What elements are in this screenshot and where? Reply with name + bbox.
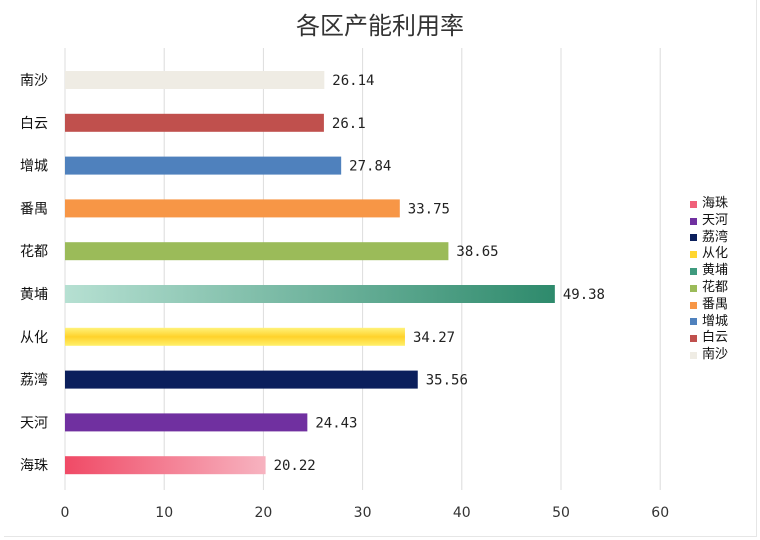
bar-白云	[65, 113, 324, 132]
data-label: 26.14	[332, 73, 374, 89]
legend-item: 黄埔	[690, 263, 728, 280]
category-label: 天河	[20, 415, 48, 431]
legend-item: 海珠	[690, 196, 728, 213]
data-label: 33.75	[408, 201, 450, 217]
category-label: 从化	[20, 330, 48, 346]
legend-item: 番禺	[690, 297, 728, 314]
value-labels: 26.14 26.1 27.84 33.75 38.65 49.38 34.27 35.56 2…	[274, 73, 605, 474]
legend-swatch	[690, 284, 697, 292]
x-tick-label: 60	[651, 505, 669, 521]
category-label: 黄埔	[20, 286, 48, 303]
category-label: 荔湾	[20, 372, 48, 389]
legend-label: 从化	[702, 246, 729, 262]
legend-swatch	[690, 217, 697, 225]
legend-item: 南沙	[690, 347, 728, 364]
data-label: 24.43	[315, 415, 357, 431]
data-label: 26.1	[332, 116, 366, 132]
category-label: 南沙	[20, 73, 48, 89]
legend-swatch	[690, 234, 697, 242]
legend-item: 增城	[690, 314, 728, 331]
legend-label: 南沙	[702, 347, 729, 363]
x-tick-label: 30	[354, 505, 372, 521]
data-label: 35.56	[426, 373, 468, 389]
legend-item: 花都	[690, 280, 728, 297]
legend-label: 白云	[702, 330, 729, 346]
legend-swatch	[690, 335, 697, 343]
data-label: 49.38	[563, 287, 605, 303]
legend-label: 海珠	[702, 196, 729, 211]
legend-swatch	[690, 318, 697, 326]
bar-从化	[65, 327, 405, 346]
chart-title: 各区产能利用率	[296, 12, 464, 40]
legend-swatch	[690, 301, 697, 309]
bar-花都	[65, 242, 449, 261]
legend-label: 番禺	[702, 296, 729, 312]
x-tick-label: 20	[254, 505, 272, 521]
legend-label: 黄埔	[702, 263, 729, 279]
category-label: 增城	[20, 159, 48, 175]
x-tick-label: 10	[155, 505, 173, 521]
legend-item: 天河	[690, 213, 728, 230]
category-label: 番禺	[20, 201, 48, 217]
legend-label: 荔湾	[702, 229, 729, 245]
bar-增城	[65, 156, 342, 175]
legend-item: 荔湾	[690, 230, 728, 247]
data-label: 34.27	[413, 330, 455, 346]
x-tick-label: 40	[453, 505, 471, 521]
bar-黄埔	[65, 285, 555, 303]
chart-frame	[4, 0, 757, 537]
legend-label: 增城	[702, 313, 729, 329]
bar-海珠	[65, 456, 266, 475]
bar-天河	[65, 413, 308, 432]
legend-item: 从化	[690, 246, 728, 263]
legend-item: 白云	[690, 330, 728, 347]
bar-番禺	[65, 199, 400, 218]
x-axis-ticks: 0 10 20 30 40 50 60	[61, 505, 670, 521]
category-label: 海珠	[20, 458, 48, 474]
bar-荔湾	[65, 370, 418, 389]
legend-swatch	[690, 352, 697, 360]
category-label: 花都	[20, 244, 48, 260]
data-label: 38.65	[456, 244, 498, 260]
data-label: 20.22	[274, 458, 316, 474]
data-label: 27.84	[349, 159, 391, 175]
legend-label: 花都	[702, 279, 729, 295]
legend-label: 天河	[702, 212, 729, 228]
category-label: 白云	[20, 116, 48, 132]
legend-swatch	[690, 200, 697, 208]
legend-swatch	[690, 268, 697, 276]
legend: 海珠 天河 荔湾 从化 黄埔 花都 番禺 增城 白云 南沙	[690, 196, 728, 364]
bars-group	[65, 71, 555, 475]
x-tick-label: 50	[552, 505, 570, 521]
x-tick-label: 0	[61, 505, 70, 521]
legend-swatch	[690, 251, 697, 259]
bar-南沙	[65, 71, 325, 89]
